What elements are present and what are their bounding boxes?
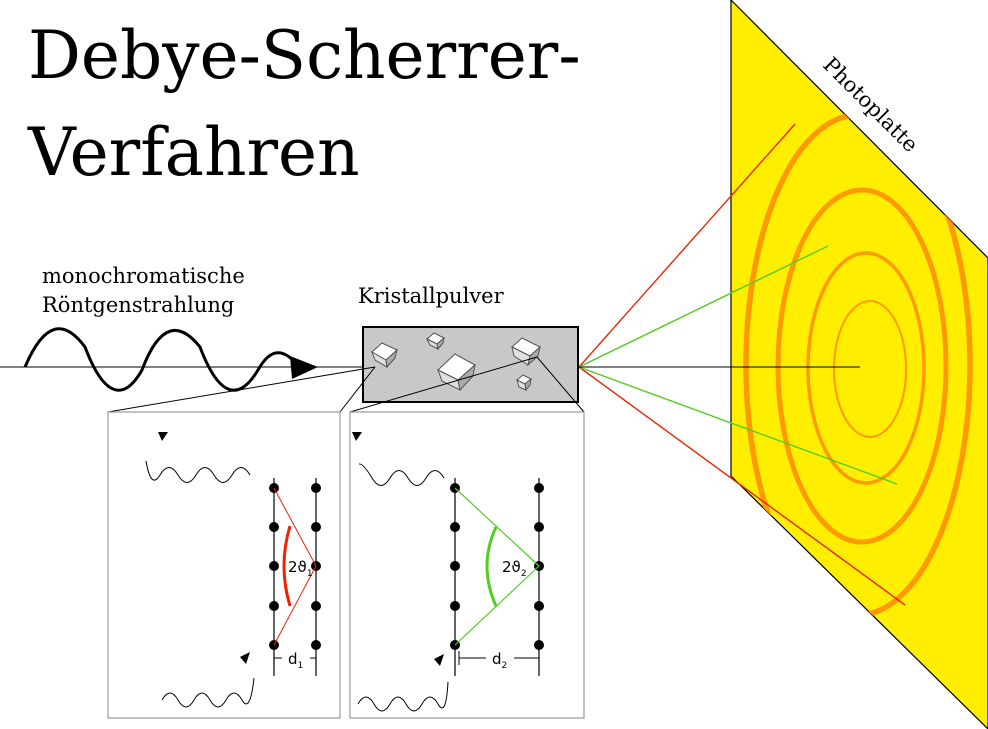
- angle-label: 2ϑ2: [502, 558, 527, 579]
- spacing-label: d2: [492, 650, 507, 671]
- beam-red-lower: [578, 366, 906, 606]
- inset-right-frame: [349, 411, 585, 719]
- powder-label: Kristallpulver: [358, 284, 505, 308]
- angle-arc: [485, 526, 498, 607]
- ring-inner: [833, 300, 907, 438]
- diffracted-beams: [578, 123, 906, 606]
- crystal-1: [371, 342, 398, 369]
- ring-2: [775, 187, 949, 545]
- wave-arrowhead: [240, 652, 250, 664]
- inset-right: 2ϑ2 d2: [349, 411, 585, 719]
- inset-left: 2ϑ1 d1: [107, 411, 341, 719]
- ring-3: [806, 251, 926, 485]
- scatter-line: [454, 487, 540, 567]
- powder-sample: [362, 326, 579, 403]
- spacing-label-bg: [486, 648, 514, 668]
- scatter-line: [273, 487, 317, 567]
- wave-arrowhead: [434, 654, 444, 666]
- radiation-label-1: monochromatische: [42, 264, 245, 288]
- wave-arrowhead: [290, 356, 318, 379]
- title-line-1: Debye-Scherrer-: [28, 17, 581, 94]
- wave-arrowhead: [352, 432, 362, 441]
- wave-path: [23, 327, 302, 392]
- beam-green-lower: [578, 366, 898, 485]
- crystal-2: [425, 332, 445, 351]
- xray-wave: [23, 327, 318, 392]
- incoming-wave: [357, 681, 449, 712]
- beam-red-upper: [578, 123, 796, 368]
- spacing-label: d1: [288, 650, 303, 671]
- spacing-label-bg: [282, 648, 310, 668]
- incoming-wave: [161, 677, 255, 708]
- outgoing-wave: [358, 463, 445, 486]
- wave-arrowhead: [158, 432, 168, 441]
- beam-green-upper: [578, 245, 829, 368]
- photo-plate: Photoplatte: [730, 0, 988, 729]
- title-line-2: Verfahren: [27, 114, 360, 191]
- crystals: [371, 332, 541, 392]
- scatter-line: [273, 565, 317, 646]
- zoom-connectors: [107, 356, 585, 413]
- plate-surface: [730, 0, 988, 729]
- angle-arc: [282, 525, 292, 607]
- crystal-5: [516, 374, 532, 392]
- outgoing-wave: [145, 460, 251, 483]
- angle-label: 2ϑ1: [288, 558, 313, 579]
- radiation-label-2: Röntgenstrahlung: [42, 293, 234, 317]
